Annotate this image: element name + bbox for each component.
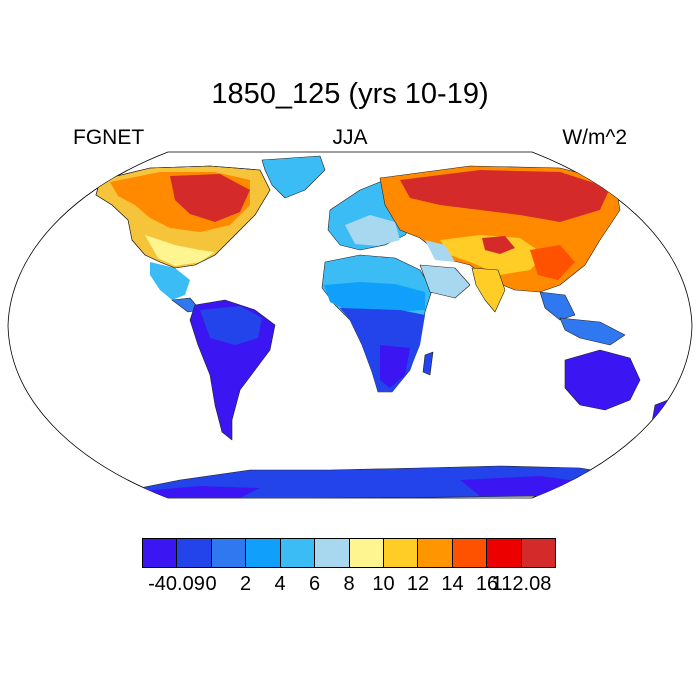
- colorbar-tick-label: 14: [441, 573, 464, 595]
- colorbar-tick-label: 6: [308, 573, 321, 595]
- colorbar-tick-label: 0: [205, 573, 217, 595]
- colorbar-tick-label: 2: [239, 573, 252, 595]
- colorbar-box: [210, 538, 247, 568]
- colorbar-tick-label: 16: [475, 573, 499, 595]
- north-america: [95, 165, 271, 313]
- colorbar-tick-label: -40.09: [148, 573, 205, 595]
- colorbar-tick-label: 12: [406, 573, 430, 595]
- plot-title: 1850_125 (yrs 10-19): [211, 78, 489, 110]
- colorbar: [142, 538, 557, 568]
- asia: [379, 165, 626, 346]
- arabia: [419, 264, 471, 299]
- season-label: JJA: [332, 126, 368, 149]
- colorbar-tick-label: 8: [343, 573, 355, 595]
- colorbar-box: [348, 538, 384, 568]
- colorbar-tick-label: 4: [274, 573, 286, 595]
- colorbar-tick-label: 112.08: [491, 573, 552, 595]
- colorbar-box: [142, 538, 178, 568]
- greenland: [261, 155, 326, 199]
- colorbar-box: [279, 538, 316, 568]
- colorbar-box: [176, 538, 212, 568]
- colorbar-box: [314, 538, 350, 568]
- colorbar-box: [245, 538, 281, 568]
- africa: [321, 254, 434, 393]
- colorbar-box: [382, 538, 419, 568]
- variable-label: FGNET: [73, 126, 145, 149]
- colorbar-box: [486, 538, 522, 568]
- colorbar-box: [520, 538, 557, 568]
- colorbar-box: [451, 538, 488, 568]
- colorbar-tick-label: 10: [372, 573, 395, 595]
- units-label: W/m^2: [562, 126, 627, 149]
- colorbar-box: [417, 538, 453, 568]
- australia: [564, 349, 641, 411]
